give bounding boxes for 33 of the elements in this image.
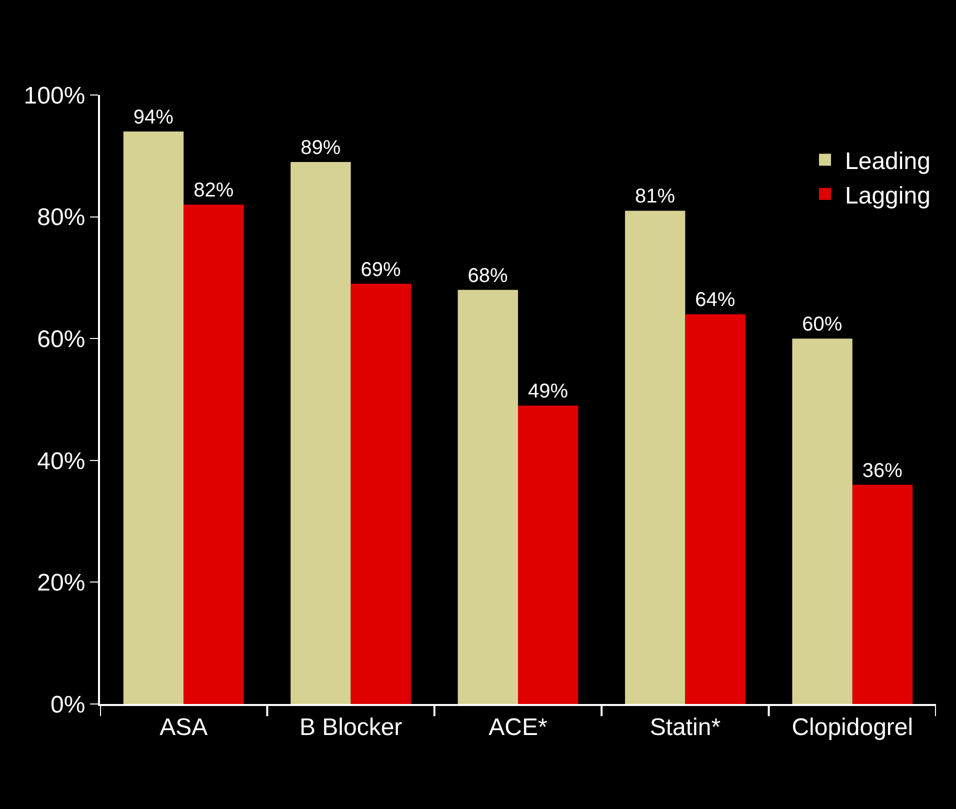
data-label: 36% <box>862 460 903 482</box>
bar <box>852 484 913 704</box>
bar <box>625 210 686 704</box>
data-label: 68% <box>468 264 508 287</box>
data-label: 89% <box>300 136 341 159</box>
y-tick-label: 20% <box>37 570 86 597</box>
data-label: 60% <box>802 314 842 336</box>
y-tick-label: 60% <box>37 326 86 353</box>
x-tick-label: B Blocker <box>299 714 402 741</box>
legend-label: Leading <box>845 148 930 176</box>
data-label: 64% <box>695 289 736 312</box>
bar <box>518 406 578 704</box>
y-tick-label: 100% <box>24 82 86 110</box>
x-tick-label: Clopidogrel <box>792 714 914 741</box>
y-tick-label: 40% <box>37 448 86 475</box>
data-label: 69% <box>360 258 402 281</box>
data-label: 81% <box>634 186 676 208</box>
x-tick-label: ACE* <box>488 714 548 741</box>
y-tick-label: 80% <box>37 204 86 232</box>
data-label: 49% <box>528 380 568 403</box>
bar <box>458 290 518 704</box>
data-label: 82% <box>194 180 234 202</box>
y-tick-label: 0% <box>50 691 86 718</box>
bar <box>290 162 351 704</box>
x-tick-label: Statin* <box>650 714 721 741</box>
bar <box>123 132 184 704</box>
legend-label: Lagging <box>845 182 930 210</box>
x-tick-label: ASA <box>160 714 208 741</box>
bar <box>350 284 411 704</box>
bar <box>184 204 244 704</box>
bar <box>792 338 852 704</box>
data-label: 94% <box>133 106 174 129</box>
bar <box>685 314 746 704</box>
